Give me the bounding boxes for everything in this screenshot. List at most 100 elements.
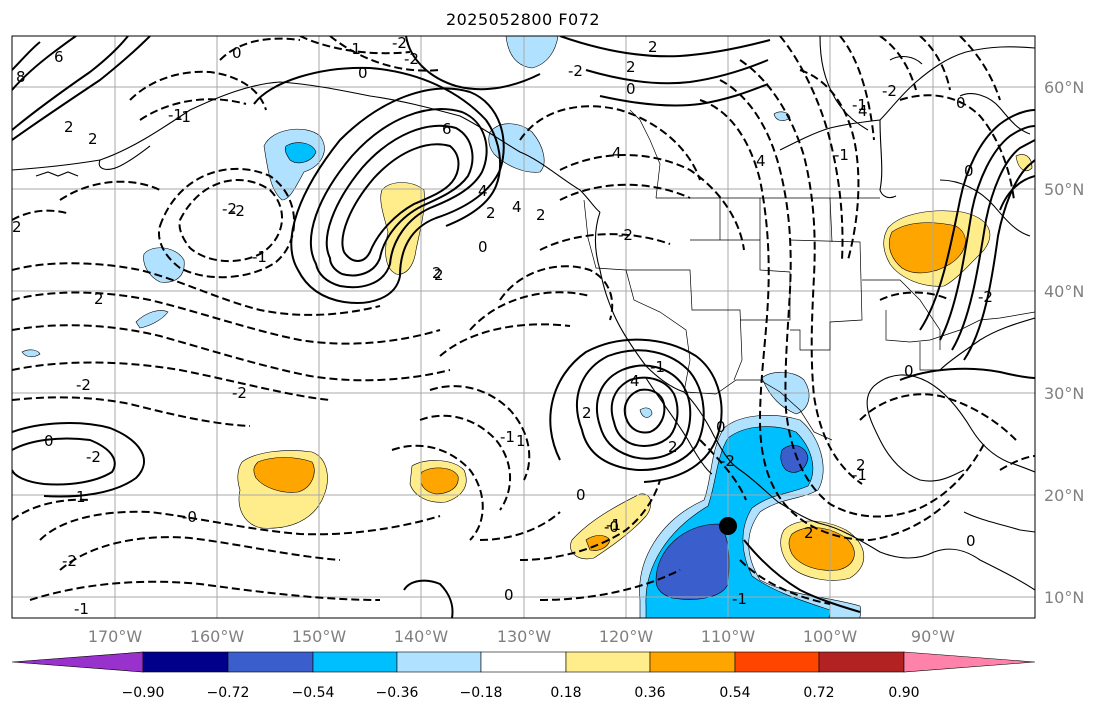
lon-tick-label: 140°W xyxy=(394,627,449,646)
contour-label: -2 xyxy=(86,448,101,466)
negative-anomaly-mid xyxy=(284,142,317,164)
colorbar-segment xyxy=(227,651,314,673)
positive-anomaly-core xyxy=(253,457,315,493)
lon-tick-label: 130°W xyxy=(497,627,552,646)
colorbar-extend-low xyxy=(11,651,144,673)
latitude-axis: 60°N 50°N 40°N 30°N 20°N 10°N xyxy=(1044,78,1084,607)
contour-label: 4 xyxy=(478,182,488,200)
contour-label: 4 xyxy=(512,198,522,216)
lat-tick-label: 20°N xyxy=(1044,486,1084,505)
colorbar-ticks: −0.90 −0.72 −0.54 −0.36 −0.18 0.18 0.36 … xyxy=(122,685,920,701)
contour-label: -2 xyxy=(618,226,633,244)
colorbar-tick-label: −0.36 xyxy=(376,685,419,701)
contour-label: -0 xyxy=(182,508,197,526)
negative-anomaly-area xyxy=(143,247,185,283)
contour-label: -2 xyxy=(978,288,993,306)
contour-label: 0 xyxy=(232,44,242,62)
contour-label: 4 xyxy=(612,144,622,162)
colorbar-tick-label: 0.18 xyxy=(550,685,581,701)
contour-label: -2 xyxy=(882,82,897,100)
lat-tick-label: 10°N xyxy=(1044,588,1084,607)
contour-label: 0 xyxy=(964,162,974,180)
lon-tick-label: 120°W xyxy=(599,627,654,646)
contour-label: -1 xyxy=(650,358,665,376)
colorbar-tick-label: 0.90 xyxy=(888,685,919,701)
contour-label: 0 xyxy=(956,94,966,112)
contour-label: 2 xyxy=(88,130,98,148)
lon-tick-label: 170°W xyxy=(88,627,143,646)
contour-label: 2 xyxy=(64,118,74,136)
contour-label: -2 xyxy=(568,62,583,80)
colorbar-segment xyxy=(649,651,736,673)
contour-label: 6 xyxy=(54,48,64,66)
solid-contours xyxy=(12,36,1035,618)
contour-label: -2 xyxy=(230,202,245,220)
contour-label: -1 xyxy=(606,516,621,534)
contour-label: 2 xyxy=(582,404,592,422)
contour-label: 4 xyxy=(756,152,766,170)
contour-label: -1 xyxy=(500,428,515,446)
colorbar-segment xyxy=(818,651,905,673)
contour-label: -2 xyxy=(404,50,419,68)
storm-position-marker xyxy=(719,517,737,535)
contour-label: -2 xyxy=(392,34,407,52)
contour-labels: 8 6 2 2 2 -1 -2 -1 0 2 -2 -2 2 6 4 0 2 4… xyxy=(12,34,993,618)
lon-tick-label: 110°W xyxy=(701,627,756,646)
negative-anomaly-area xyxy=(639,407,653,418)
contour-label: -1 xyxy=(732,590,747,608)
contour-label: 2 xyxy=(94,290,104,308)
contour-label: -2 xyxy=(62,552,77,570)
contour-label: 0 xyxy=(504,586,514,604)
contour-label: 2 xyxy=(486,204,496,222)
contour-label: 0 xyxy=(716,418,726,436)
colorbar-segment xyxy=(142,651,229,673)
negative-anomaly-area xyxy=(135,310,169,329)
contour-label: 0 xyxy=(626,80,636,98)
contour-label: 0 xyxy=(358,64,368,82)
contour-label: -2 xyxy=(76,376,91,394)
contour-label: 2 xyxy=(12,218,22,236)
colorbar-tick-label: −0.54 xyxy=(292,685,335,701)
lat-tick-label: 60°N xyxy=(1044,78,1084,97)
contour-label: -2 xyxy=(222,200,237,218)
contour-label: 2 xyxy=(536,206,546,224)
contour-label: -1 xyxy=(834,146,849,164)
contour-label: -0 xyxy=(604,518,619,536)
colorbar-segment xyxy=(312,651,398,673)
negative-anomaly-area xyxy=(505,36,559,69)
contour-label: 2 xyxy=(434,266,444,284)
contour-label: 0 xyxy=(478,238,488,256)
colorbar-tick-label: −0.90 xyxy=(122,685,165,701)
contour-label: 8 xyxy=(16,68,26,86)
colorbar-tick-label: 0.36 xyxy=(634,685,665,701)
contour-label: 4 xyxy=(630,372,640,390)
contour-label: -1 xyxy=(252,248,267,266)
graticule xyxy=(12,36,1035,618)
contour-label: 0 xyxy=(576,486,586,504)
contour-label: 0 xyxy=(44,432,54,450)
contour-label: -1 xyxy=(852,466,867,484)
colorbar-segment xyxy=(396,651,482,673)
positive-anomaly-core xyxy=(420,467,459,495)
contour-label: 1 xyxy=(76,488,86,506)
positive-anomaly-area xyxy=(1015,154,1033,171)
contour-label: -1 xyxy=(346,40,361,58)
contour-label: 2 xyxy=(668,438,678,456)
colorbar-segment xyxy=(734,651,820,673)
lon-tick-label: 150°W xyxy=(292,627,347,646)
negative-anomaly-area xyxy=(21,349,41,358)
contour-label: 2 xyxy=(626,58,636,76)
lat-tick-label: 50°N xyxy=(1044,180,1084,199)
contour-label: -1 xyxy=(852,96,867,114)
colorbar-tick-label: 0.72 xyxy=(803,685,834,701)
negative-anomaly-area xyxy=(773,111,791,121)
map-frame xyxy=(11,35,1036,619)
contour-label: 0 xyxy=(904,362,914,380)
dashed-contours xyxy=(12,36,1035,605)
contour-label: 2 xyxy=(856,456,866,474)
contour-label: 1 xyxy=(516,432,526,450)
colorbar-extend-high xyxy=(903,651,1036,673)
colorbar xyxy=(11,651,1036,673)
contour-label: -1 xyxy=(168,106,183,124)
